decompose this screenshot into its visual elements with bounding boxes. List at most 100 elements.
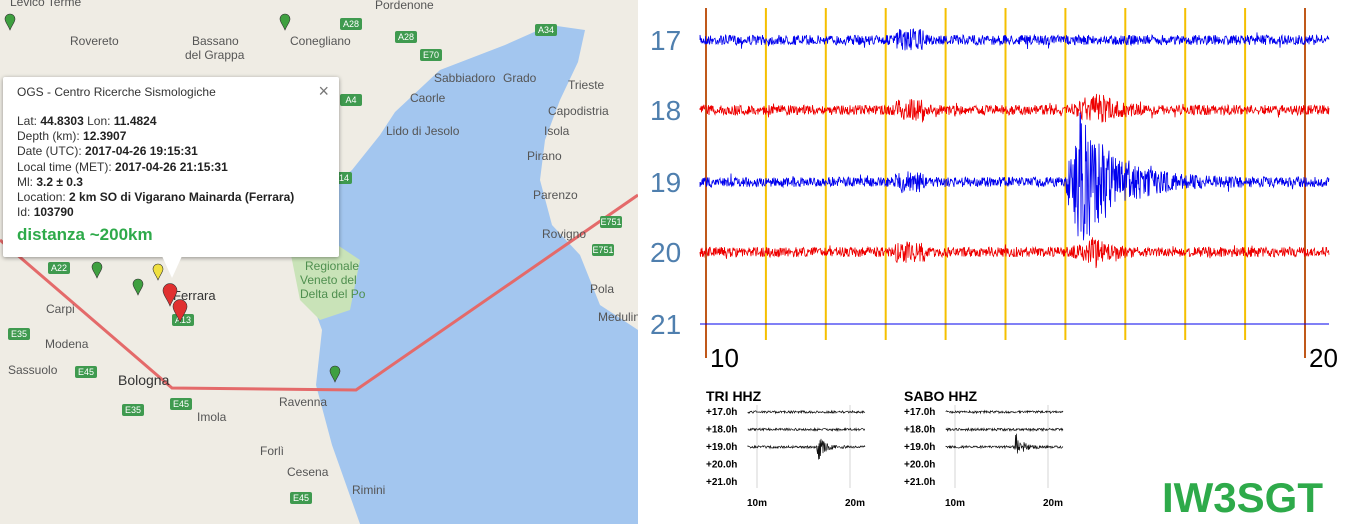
road-shield	[340, 18, 362, 30]
road-label: E35	[11, 329, 27, 339]
city: Modena	[45, 337, 89, 351]
city: del Grappa	[185, 48, 245, 62]
marker	[4, 13, 16, 31]
minute-label: 20	[1309, 343, 1338, 373]
trace	[699, 112, 1330, 241]
road-label: A13	[175, 315, 191, 325]
park	[290, 240, 360, 320]
city: Imola	[197, 410, 227, 424]
hour-label: 18	[650, 95, 681, 126]
park-label: Veneto del	[300, 273, 357, 287]
minute-label: 10	[710, 343, 739, 373]
popup-row: Ml: 3.2 ± 0.3	[17, 175, 294, 190]
popup-row: Id: 103790	[17, 205, 294, 220]
thumb-minute: 10m	[945, 498, 965, 509]
road-shield	[8, 328, 30, 340]
popup-row: Date (UTC): 2017-04-26 19:15:31	[17, 144, 294, 159]
thumb-trace	[945, 409, 1064, 415]
road-shield	[395, 31, 417, 43]
road-label: E45	[78, 367, 94, 377]
city: Conegliano	[290, 34, 351, 48]
field-value: 2017-04-26 19:15:31	[85, 144, 198, 159]
thumb-hour: +21.0h	[706, 477, 737, 488]
city: Ferrara	[173, 288, 216, 303]
thumb-trace	[945, 427, 1064, 433]
city: Rimini	[352, 483, 385, 497]
trace	[699, 93, 1330, 123]
thumb-minute: 10m	[747, 498, 767, 509]
thumb-hour: +18.0h	[706, 425, 737, 436]
popup-row: Local time (MET): 2017-04-26 21:15:31	[17, 160, 294, 175]
sea	[300, 25, 638, 524]
road-shield	[75, 366, 97, 378]
thumb-hour: +18.0h	[904, 425, 935, 436]
field-value: 3.2 ± 0.3	[36, 174, 83, 189]
field-value: 44.8303	[40, 114, 84, 128]
marker	[279, 13, 291, 31]
city: Parenzo	[533, 188, 578, 202]
field-value: 103790	[33, 205, 74, 220]
close-button[interactable]: ×	[318, 81, 329, 101]
marker	[132, 278, 144, 296]
field-label: Lon:	[87, 114, 111, 128]
city: Pirano	[527, 149, 562, 163]
city: Forlì	[260, 444, 284, 458]
field-label: Date (UTC):	[17, 144, 82, 159]
city: Capodistria	[548, 104, 609, 118]
road-label: E45	[173, 399, 189, 409]
city: Levico Terme	[10, 0, 81, 9]
city: Pordenone	[375, 0, 434, 12]
marker	[91, 261, 103, 279]
road-shield	[170, 398, 192, 410]
city: Sassuolo	[8, 363, 58, 377]
road-shield	[600, 216, 622, 228]
popup-fields: Lat: 44.8303 Lon: 11.4824 Depth (km): 12…	[17, 114, 294, 220]
hour-label: 21	[650, 309, 681, 340]
city: Bassano	[192, 34, 239, 48]
field-label: Ml:	[17, 174, 33, 189]
field-value: 11.4824	[113, 114, 157, 128]
city: Carpi	[46, 302, 75, 316]
city: Rovereto	[70, 34, 119, 48]
popup-row: Location: 2 km SO di Vigarano Mainarda (…	[17, 190, 294, 205]
field-label: Location:	[17, 190, 66, 205]
city: Sabbiadoro	[434, 71, 496, 85]
trace	[699, 28, 1330, 51]
popup-title: OGS - Centro Ricerche Sismologiche	[17, 85, 216, 99]
thumb-trace	[747, 438, 866, 460]
city: Ravenna	[279, 395, 327, 409]
thumb-hour: +17.0h	[904, 407, 935, 418]
city: Cesena	[287, 465, 329, 479]
road-shield	[592, 244, 614, 256]
road-label: A14	[333, 173, 349, 183]
road-label: A28	[343, 19, 359, 29]
field-label: Lat:	[17, 114, 38, 128]
info-popup: OGS - Centro Ricerche Sismologiche × Lat…	[3, 77, 339, 257]
field-label: Local time (MET):	[17, 159, 112, 174]
thumb-minute: 20m	[845, 498, 865, 509]
hour-label: 17	[650, 25, 681, 56]
field-label: Id:	[17, 205, 31, 220]
popup-row: Lat: 44.8303 Lon: 11.4824	[17, 114, 294, 129]
road-label: E70	[423, 50, 439, 60]
distance-line	[0, 193, 638, 392]
hour-label: 20	[650, 237, 681, 268]
thumb-minute: 20m	[1043, 498, 1063, 509]
markers	[4, 13, 341, 383]
road-label: A28	[398, 32, 414, 42]
thumb-trace	[747, 427, 866, 432]
marker	[162, 283, 178, 307]
road-shield	[340, 94, 362, 106]
marker	[172, 299, 188, 323]
park-label: Regionale	[305, 259, 359, 273]
field-value: 12.3907	[83, 129, 127, 144]
popup-tail	[162, 256, 182, 278]
marker	[329, 365, 341, 383]
road-label: E45	[293, 493, 309, 503]
road-label: A4	[345, 95, 356, 105]
road-label: E35	[125, 405, 141, 415]
thumb-hour: +20.0h	[904, 460, 935, 471]
callsign: IW3SGT	[1162, 474, 1323, 521]
thumb-trace	[945, 433, 1064, 454]
